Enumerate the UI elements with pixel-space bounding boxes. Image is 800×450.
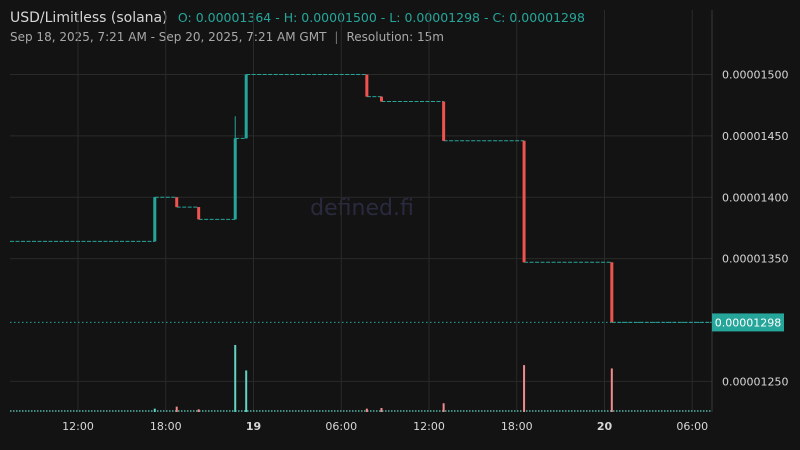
candles — [10, 74, 712, 323]
volume-bar — [442, 403, 445, 412]
volume-bars — [10, 345, 712, 412]
volume-bar — [245, 370, 248, 412]
x-tick-label: 12:00 — [62, 420, 94, 433]
candle-body — [197, 207, 201, 220]
volume-bar — [175, 406, 178, 412]
sub-line: Sep 18, 2025, 7:21 AM - Sep 20, 2025, 7:… — [10, 30, 585, 44]
x-axis: 12:00 18:00 19 06:00 12:00 18:00 20 06:00 — [62, 420, 708, 433]
x-tick-label: 20 — [597, 420, 613, 433]
volume-bar — [153, 408, 156, 412]
volume-bar — [365, 408, 368, 412]
x-tick-label: 12:00 — [413, 420, 445, 433]
ohlc-readout: O: 0.00001364 - H: 0.00001500 - L: 0.000… — [177, 10, 585, 25]
y-tick-label: 0.00001250 — [722, 375, 788, 388]
y-axis: 0.00001500 0.00001450 0.00001400 0.00001350… — [711, 10, 788, 412]
y-tick-label: 0.00001450 — [722, 130, 788, 143]
y-tick-label: 0.00001500 — [722, 69, 788, 82]
x-tick-label: 19 — [246, 420, 261, 433]
x-tick-label: 18:00 — [501, 420, 533, 433]
last-price-badge — [712, 313, 784, 332]
watermark-text: defined.fi — [310, 196, 414, 221]
last-price-label: 0.00001298 — [715, 316, 781, 329]
candle-body — [153, 197, 157, 242]
volume-bar — [197, 409, 200, 412]
symbol-title: USD/Limitless (solana) — [10, 10, 168, 26]
volume-bar — [610, 368, 613, 412]
last-price-marker: 0.00001298 — [10, 313, 784, 332]
candle-body — [244, 74, 248, 139]
header-separator: | — [334, 30, 339, 44]
candle-body — [442, 101, 446, 141]
candle-body — [233, 138, 237, 220]
candle-body — [522, 140, 526, 263]
volume-bar — [523, 365, 526, 412]
candle-body — [379, 96, 383, 102]
resolution-label: Resolution: 15m — [346, 30, 444, 44]
volume-bar — [234, 345, 237, 412]
x-tick-label: 18:00 — [150, 420, 182, 433]
candle-body — [610, 262, 614, 323]
date-range: Sep 18, 2025, 7:21 AM - Sep 20, 2025, 7:… — [10, 30, 327, 44]
y-tick-label: 0.00001400 — [722, 191, 788, 204]
candle-body — [365, 74, 369, 97]
title-line: USD/Limitless (solana) O: 0.00001364 - H… — [10, 8, 585, 28]
chart-header: USD/Limitless (solana) O: 0.00001364 - H… — [10, 8, 585, 44]
candle-body — [175, 197, 179, 208]
grid-lines — [10, 10, 712, 412]
volume-bar — [380, 407, 383, 412]
y-tick-label: 0.00001350 — [722, 253, 788, 266]
x-tick-label: 06:00 — [676, 420, 708, 433]
x-tick-label: 06:00 — [325, 420, 357, 433]
